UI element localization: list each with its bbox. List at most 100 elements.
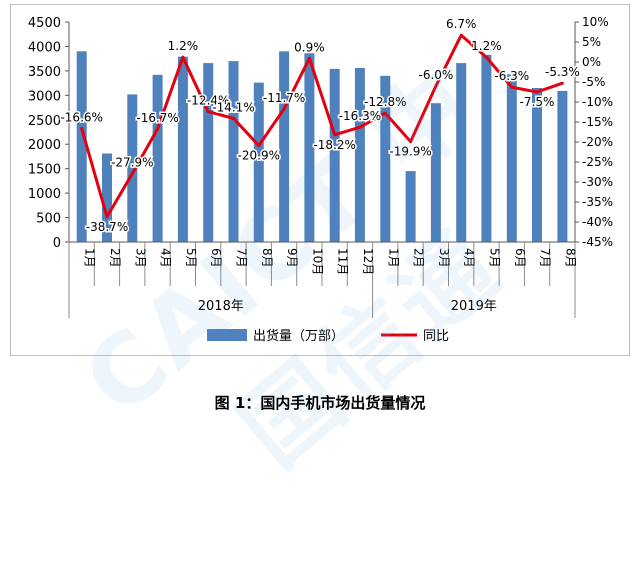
left-axis-tick-label: 2000	[28, 138, 61, 153]
x-tick-label: 6月	[209, 248, 223, 268]
yoy-point	[333, 133, 337, 137]
x-tick-label: 4月	[462, 248, 476, 268]
yoy-point	[206, 110, 210, 114]
bar	[203, 63, 214, 242]
yoy-data-label: 6.7%	[446, 17, 477, 31]
right-axis-tick-label: -40%	[582, 215, 613, 229]
left-axis-tick-label: 4000	[28, 40, 61, 55]
yoy-data-label: -20.9%	[238, 149, 280, 163]
left-axis-tick-label: 3000	[28, 89, 61, 104]
x-tick-label: 2月	[412, 248, 426, 268]
yoy-data-label: -16.7%	[136, 111, 178, 125]
bar	[405, 171, 416, 242]
yoy-data-label: -19.9%	[389, 145, 431, 159]
left-axis-tick-label: 3500	[28, 65, 61, 80]
bar	[456, 63, 467, 242]
x-tick-label: 9月	[285, 248, 299, 268]
yoy-point	[560, 81, 564, 85]
x-tick-label: 4月	[159, 248, 173, 268]
yoy-data-label: -14.1%	[212, 100, 254, 114]
yoy-data-label: -16.6%	[60, 110, 102, 124]
x-tick-label: 7月	[538, 248, 552, 268]
left-axis-tick-label: 2500	[28, 114, 61, 129]
bar	[127, 94, 138, 243]
legend-bar-label: 出货量（万部）	[253, 328, 344, 344]
bar	[506, 74, 517, 242]
bar	[177, 56, 188, 243]
yoy-data-label: 1.2%	[168, 39, 199, 53]
bar	[279, 51, 290, 242]
right-axis-tick-label: -45%	[582, 235, 613, 249]
x-tick-label: 3月	[437, 248, 451, 268]
right-axis-tick-label: -10%	[582, 95, 613, 109]
bar	[430, 103, 441, 242]
yoy-point	[459, 33, 463, 37]
bar	[304, 53, 315, 242]
x-tick-label: 5月	[487, 248, 501, 268]
yoy-line	[80, 33, 563, 219]
x-tick-label: 8月	[260, 248, 274, 268]
bar	[354, 68, 365, 242]
left-axis-tick-label: 500	[36, 212, 61, 227]
x-tick-label: 2月	[108, 248, 122, 268]
x-tick-label: 1月	[386, 248, 400, 268]
left-axis-tick-label: 1500	[28, 163, 61, 178]
right-axis-tick-label: -35%	[582, 195, 613, 209]
x-group-label: 2019年	[451, 299, 497, 314]
x-group-label: 2018年	[198, 299, 244, 314]
x-tick-label: 10月	[310, 248, 324, 275]
yoy-data-label: 1.2%	[471, 39, 502, 53]
yoy-data-label: -5.3%	[545, 65, 580, 79]
x-tick-label: 7月	[234, 248, 248, 268]
yoy-data-label: -11.7%	[263, 91, 305, 105]
right-axis-tick-label: 5%	[582, 35, 601, 49]
x-tick-label: 1月	[83, 248, 97, 268]
yoy-data-label: -6.3%	[494, 69, 529, 83]
right-axis-tick-label: -5%	[582, 75, 605, 89]
yoy-point	[535, 90, 539, 94]
yoy-point	[484, 55, 488, 59]
left-axis-tick-label: 1000	[28, 187, 61, 202]
x-tick-label: 5月	[184, 248, 198, 268]
yoy-point	[358, 125, 362, 129]
chart-frame: 0 500 1000 1500 2000 2500 3000 3500 4000 4500 -45%…	[10, 4, 630, 356]
bar	[152, 74, 163, 242]
yoy-point	[257, 144, 261, 148]
yoy-point	[282, 107, 286, 111]
x-tick-label: 3月	[133, 248, 147, 268]
left-axis-tick-label: 0	[53, 236, 61, 251]
yoy-data-label: -6.0%	[418, 68, 453, 82]
yoy-data-label: -18.2%	[313, 138, 355, 152]
bar	[532, 88, 542, 242]
right-axis-tick-label: 0%	[582, 55, 601, 69]
bar	[253, 82, 264, 242]
right-axis-tick-label: -15%	[582, 115, 613, 129]
yoy-point	[156, 127, 160, 131]
right-axis-tick-label: -30%	[582, 175, 613, 189]
left-axis-tick-label: 4500	[28, 16, 61, 31]
yoy-data-label: -27.9%	[111, 156, 153, 170]
x-tick-label: 6月	[513, 248, 527, 268]
bar	[76, 51, 87, 242]
bar	[102, 153, 112, 242]
bar	[329, 68, 340, 243]
yoy-point	[510, 85, 514, 89]
bar	[380, 75, 391, 242]
yoy-point	[80, 126, 84, 130]
bar	[228, 61, 239, 242]
yoy-point	[130, 172, 134, 176]
yoy-point	[383, 111, 387, 115]
yoy-data-label: -16.3%	[339, 109, 381, 123]
right-axis-tick-label: -20%	[582, 135, 613, 149]
yoy-point	[409, 140, 413, 144]
yoy-point	[434, 84, 438, 88]
right-axis-tick-label: 10%	[582, 15, 609, 29]
yoy-data-label: -7.5%	[520, 95, 555, 109]
yoy-point	[232, 116, 235, 120]
yoy-data-label: -38.7%	[86, 220, 128, 234]
bar	[481, 54, 492, 242]
figure-caption: 图 1：国内手机市场出货量情况	[214, 394, 426, 412]
chart-svg: 0 500 1000 1500 2000 2500 3000 3500 4000 4500 -45%…	[28, 15, 613, 344]
x-tick-label: 8月	[563, 248, 577, 268]
yoy-data-label: 0.9%	[294, 40, 325, 54]
